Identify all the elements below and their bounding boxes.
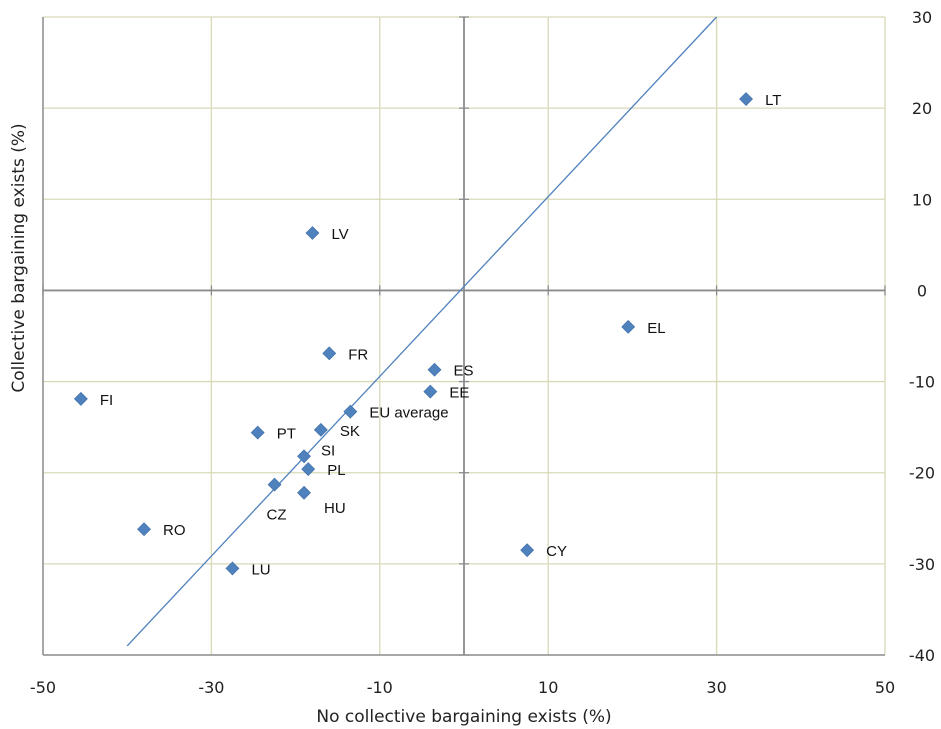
point-label-lv: LV [331, 226, 348, 243]
x-tick-label: -50 [30, 678, 56, 697]
point-marker-pt [250, 425, 265, 440]
point-marker-sk [313, 422, 328, 437]
point-label-cz: CZ [267, 507, 287, 524]
point-marker-cz [267, 477, 282, 492]
axes [42, 16, 886, 656]
y-tick-label: 30 [912, 8, 932, 27]
y-tick-label: -20 [909, 464, 935, 483]
point-label-pt: PT [277, 426, 296, 443]
point-marker-pl [301, 462, 316, 476]
point-marker-si [297, 449, 311, 464]
y-tick-labels: -40 -30 -20 -10 0 10 20 30 [909, 8, 935, 665]
x-tick-label: -30 [198, 678, 224, 697]
data-points: LT LV EL FR ES EE FI EU average SK PT SI PL CZ HU RO CY… [73, 92, 781, 578]
point-marker-hu [297, 485, 311, 500]
x-tick-labels: -50 -30 -10 10 30 50 [30, 678, 895, 697]
point-marker-es [427, 362, 442, 377]
y-axis-title: Collective bargaining exists (%) [9, 123, 29, 392]
y-tick-label: -10 [909, 373, 935, 392]
point-label-lt: LT [765, 92, 781, 109]
point-marker-lt [739, 92, 753, 106]
point-label-ee: EE [449, 385, 469, 402]
point-label-lu: LU [251, 561, 270, 578]
point-marker-fr [322, 346, 337, 361]
point-label-es: ES [454, 363, 474, 380]
point-label-ro: RO [163, 522, 186, 539]
point-marker-lu [225, 561, 240, 576]
point-marker-cy [520, 543, 535, 558]
y-tick-label: -40 [909, 646, 935, 665]
point-label-eu-average: EU average [369, 405, 448, 422]
point-label-pl: PL [327, 462, 345, 479]
point-marker-fi [73, 391, 88, 406]
point-marker-eu-average [343, 404, 358, 419]
point-marker-ro [137, 522, 151, 537]
point-marker-el [621, 319, 636, 334]
y-tick-label: 10 [912, 190, 932, 209]
x-tick-label: -10 [367, 678, 393, 697]
point-label-cy: CY [546, 543, 567, 560]
reference-line [126, 16, 718, 647]
point-label-el: EL [647, 320, 665, 337]
y-tick-label: 0 [917, 281, 927, 300]
x-axis-title: No collective bargaining exists (%) [316, 707, 611, 727]
point-marker-lv [305, 226, 320, 240]
x-tick-label: 30 [706, 678, 726, 697]
x-tick-label: 50 [875, 678, 895, 697]
y-tick-label: 20 [912, 99, 932, 118]
point-marker-ee [423, 384, 438, 399]
point-label-si: SI [321, 442, 335, 459]
point-label-fr: FR [348, 346, 368, 363]
reference-line-group [126, 16, 718, 647]
point-label-fi: FI [100, 392, 113, 409]
y-tick-label: -30 [909, 555, 935, 574]
point-label-hu: HU [324, 500, 346, 517]
x-tick-label: 10 [538, 678, 558, 697]
point-label-sk: SK [340, 423, 360, 440]
